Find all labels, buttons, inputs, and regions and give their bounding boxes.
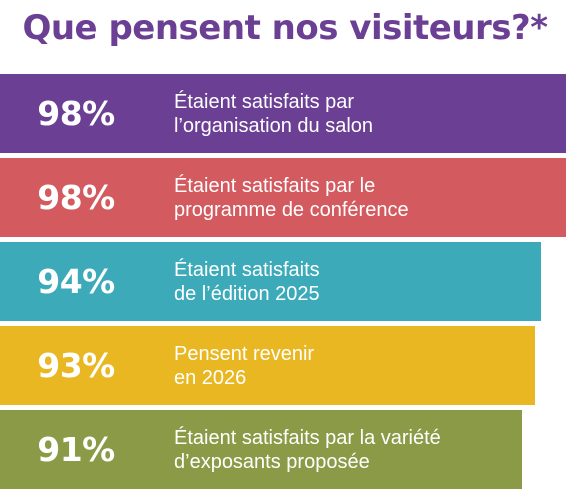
bar-description-line: de l’édition 2025 [174,282,320,305]
bar-3: 94% Étaient satisfaits de l’édition 2025 [0,242,541,321]
bar-description: Étaient satisfaits par le programme de co… [174,174,409,222]
bar-value-label: 91% [37,430,115,469]
bar-description: Étaient satisfaits par la variété d’expos… [174,426,441,474]
bar-description: Pensent revenir en 2026 [174,342,314,390]
bar-description: Étaient satisfaits par l’organisation du … [174,90,373,138]
bar-description-line: l’organisation du salon [174,114,374,137]
bar-description-line: Pensent revenir [174,342,315,365]
bar-description-line: en 2026 [174,366,247,389]
bar-2: 98% Étaient satisfaits par le programme de… [0,158,566,237]
bar-value-label: 98% [37,178,115,217]
bar-1: 98% Étaient satisfaits par l’organisation … [0,74,566,153]
bar-description: Étaient satisfaits de l’édition 2025 [174,258,320,306]
bar-description-line: programme de conférence [174,198,409,221]
bar-value-label: 94% [37,262,115,301]
bar-description-line: d’exposants proposée [174,450,370,473]
bar-value-label: 98% [37,94,115,133]
chart-title: Que pensent nos visiteurs?* [22,8,548,48]
bar-description-line: Étaient satisfaits par [174,90,355,113]
bar-description-line: Étaient satisfaits par la variété [174,426,441,449]
bar-description-line: Étaient satisfaits [174,258,320,281]
bar-description-line: Étaient satisfaits par le [174,174,376,197]
bar-value-label: 93% [37,346,115,385]
bar-5: 91% Étaient satisfaits par la variété d’ex… [0,410,522,489]
bar-4: 93% Pensent revenir en 2026 [0,326,535,405]
